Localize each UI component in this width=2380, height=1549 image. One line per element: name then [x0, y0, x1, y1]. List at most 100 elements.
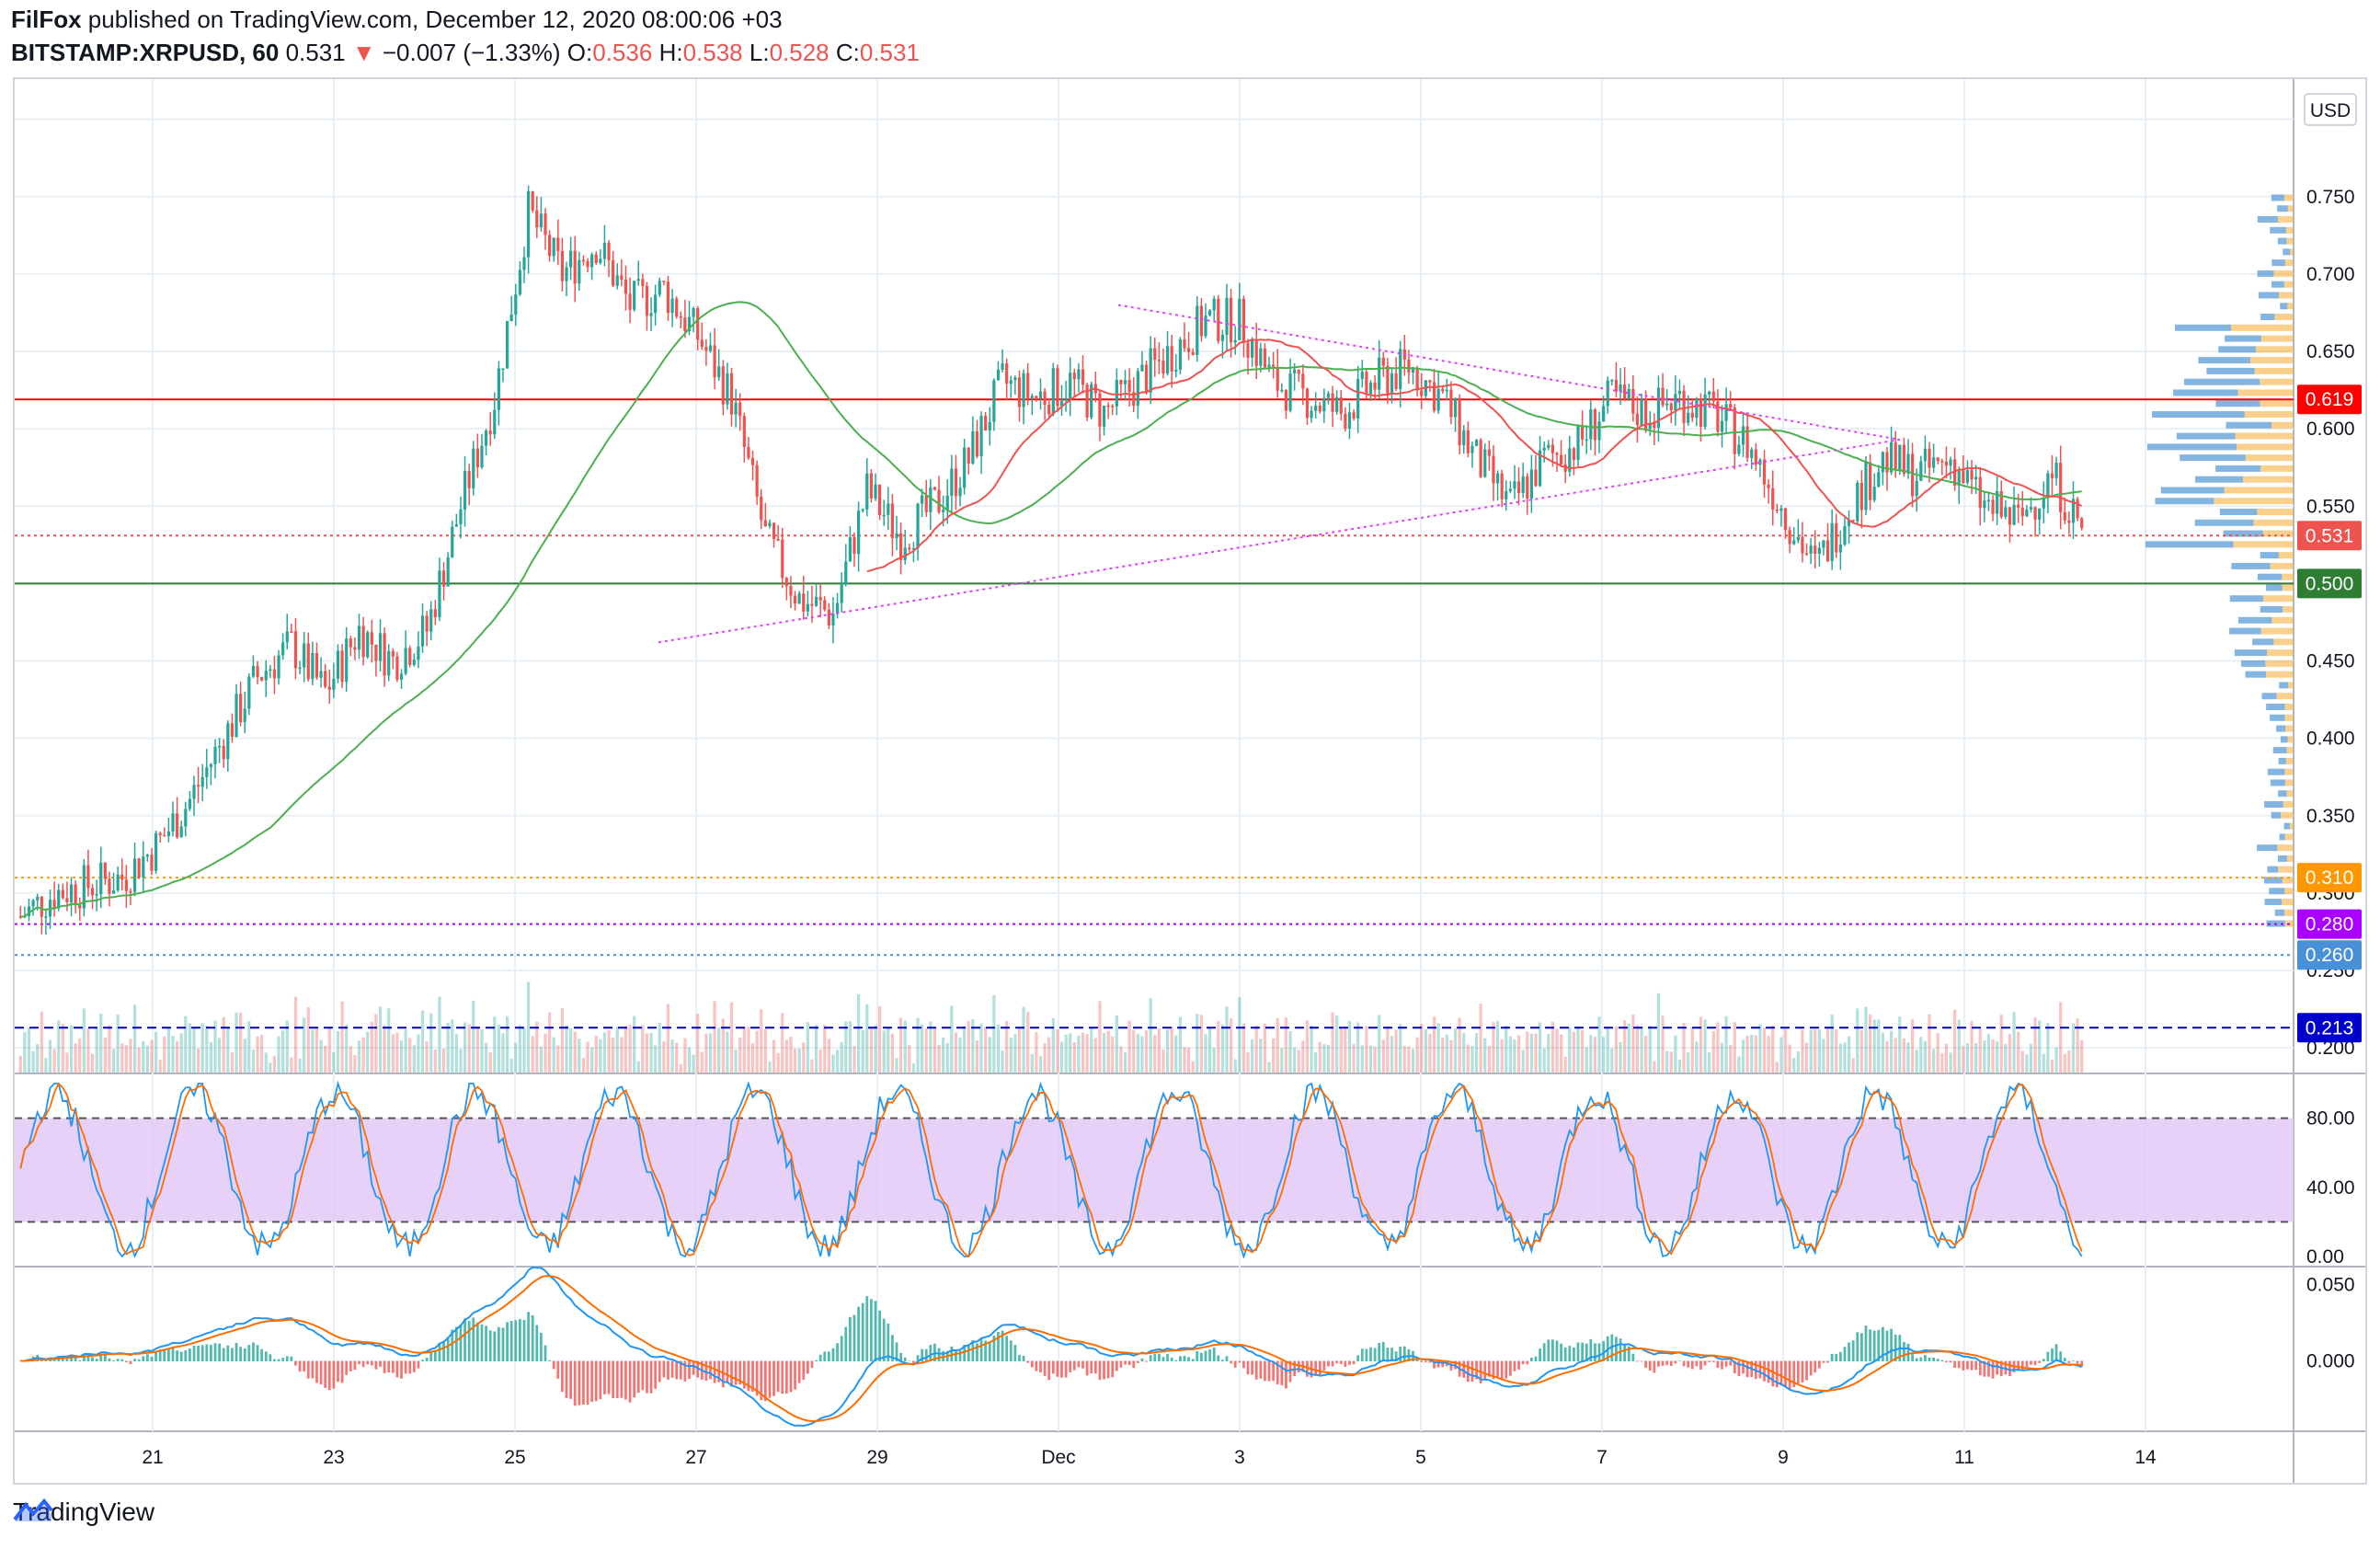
candle-body — [1064, 397, 1068, 401]
candle-body — [692, 308, 695, 317]
candle-body — [1677, 391, 1682, 395]
macd-histogram-bar — [133, 1359, 136, 1361]
macd-histogram-bar — [874, 1301, 877, 1361]
candle-body — [99, 862, 103, 894]
macd-histogram-bar — [887, 1323, 890, 1361]
candle-body — [1771, 488, 1775, 510]
candle-body — [192, 785, 196, 799]
candle-body — [696, 308, 700, 340]
macd-histogram-bar — [654, 1360, 658, 1389]
chart-container[interactable]: 2123252729Dec357911140.8000.7500.7000.65… — [13, 77, 2367, 1485]
candle-body — [1487, 449, 1491, 456]
volume-bar — [472, 1000, 475, 1073]
macd-histogram-bar — [239, 1347, 243, 1361]
macd-histogram-bar — [1276, 1360, 1279, 1384]
macd-histogram-bar — [1259, 1360, 1263, 1379]
candle-body — [1529, 469, 1533, 499]
candle-body — [1559, 454, 1563, 465]
volume-bar — [158, 1059, 162, 1073]
vprofile-bar-up — [2160, 487, 2225, 494]
volume-bar — [1272, 1038, 1276, 1073]
candle-body — [666, 281, 670, 314]
volume-bar — [132, 1004, 137, 1073]
vprofile-bar-up — [2264, 877, 2283, 884]
volume-bar — [1720, 1042, 1724, 1073]
candle-body — [1157, 360, 1161, 361]
volume-bar — [1682, 1022, 1686, 1073]
macd-histogram-bar — [916, 1355, 920, 1361]
candle-body — [1775, 509, 1779, 511]
x-tick-label: 11 — [1954, 1447, 1974, 1468]
volume-bar — [1428, 1033, 1432, 1073]
macd-histogram-bar — [1742, 1360, 1745, 1374]
macd-histogram-bar — [976, 1343, 978, 1361]
macd-histogram-bar — [738, 1360, 742, 1385]
candle-body — [1013, 377, 1017, 381]
footer-brand[interactable]: TradingView — [13, 1497, 154, 1527]
volume-bar — [1077, 1035, 1081, 1073]
volume-bar — [806, 1022, 809, 1073]
macd-histogram-bar — [210, 1344, 212, 1361]
candle-body — [1970, 470, 1974, 480]
candle-body — [1724, 404, 1728, 421]
macd-histogram-bar — [319, 1360, 323, 1384]
volume-bar — [1767, 1036, 1770, 1073]
volume-bar — [1568, 1027, 1572, 1073]
volume-bar — [569, 1028, 573, 1073]
symbol-label[interactable]: BITSTAMP:XRPUSD, 60 — [11, 39, 280, 66]
price-chart[interactable]: 2123252729Dec357911140.8000.7500.7000.65… — [15, 79, 2365, 1483]
volume-bar — [1297, 1050, 1300, 1073]
macd-histogram-bar — [1978, 1360, 1982, 1376]
macd-histogram-bar — [1018, 1354, 1021, 1361]
vprofile-bar-up — [2206, 367, 2255, 374]
candle-body — [797, 593, 801, 604]
candle-body — [1745, 426, 1749, 458]
volume-bar — [1940, 1053, 1944, 1073]
macd-histogram-bar — [2020, 1360, 2024, 1370]
vprofile-bar-up — [2258, 292, 2279, 299]
candle-body — [1251, 339, 1254, 358]
volume-bar — [18, 1055, 22, 1073]
price-badge — [2297, 568, 2362, 599]
price-badge-label: 0.500 — [2306, 573, 2354, 594]
vprofile-bar-down — [2265, 660, 2294, 667]
volume-bar — [1635, 1025, 1640, 1073]
volume-bar — [345, 1025, 349, 1073]
candle-body — [531, 190, 534, 211]
candle-body — [1635, 413, 1640, 426]
volume-bar — [1310, 1025, 1313, 1073]
candle-body — [463, 471, 467, 510]
volume-bar — [306, 1007, 310, 1073]
candle-body — [480, 445, 484, 468]
volume-bar — [573, 1031, 577, 1073]
currency-button[interactable]: USD — [2304, 93, 2357, 126]
candle-body — [2020, 507, 2024, 517]
macd-histogram-bar — [1428, 1360, 1432, 1363]
candle-body — [472, 448, 475, 488]
candle-body — [1690, 412, 1694, 419]
macd-histogram-bar — [137, 1359, 141, 1361]
volume-bar — [391, 1034, 395, 1073]
candle-body — [1949, 459, 1952, 466]
volume-bar — [1356, 1022, 1360, 1073]
macd-histogram-bar — [519, 1319, 521, 1361]
macd-histogram-bar — [463, 1318, 466, 1361]
candle-body — [1111, 406, 1115, 407]
volume-bar — [1098, 1001, 1102, 1073]
volume-bar — [654, 1045, 658, 1073]
volume-bar — [2017, 1031, 2020, 1073]
volume-bar — [1047, 1037, 1051, 1073]
volume-bar — [1436, 1023, 1440, 1073]
candle-body — [230, 723, 235, 737]
candle-body — [303, 643, 306, 668]
volume-bar — [44, 1058, 48, 1073]
candle-body — [175, 813, 179, 838]
candle-body — [2063, 511, 2066, 521]
vprofile-bar-down — [2260, 627, 2294, 635]
volume-bar — [196, 1048, 200, 1073]
publisher-name[interactable]: FilFox — [11, 6, 82, 33]
macd-histogram-bar — [1890, 1328, 1893, 1361]
macd-histogram-bar — [1365, 1348, 1368, 1361]
volume-bar — [1026, 1012, 1030, 1073]
candle-body — [636, 279, 640, 281]
